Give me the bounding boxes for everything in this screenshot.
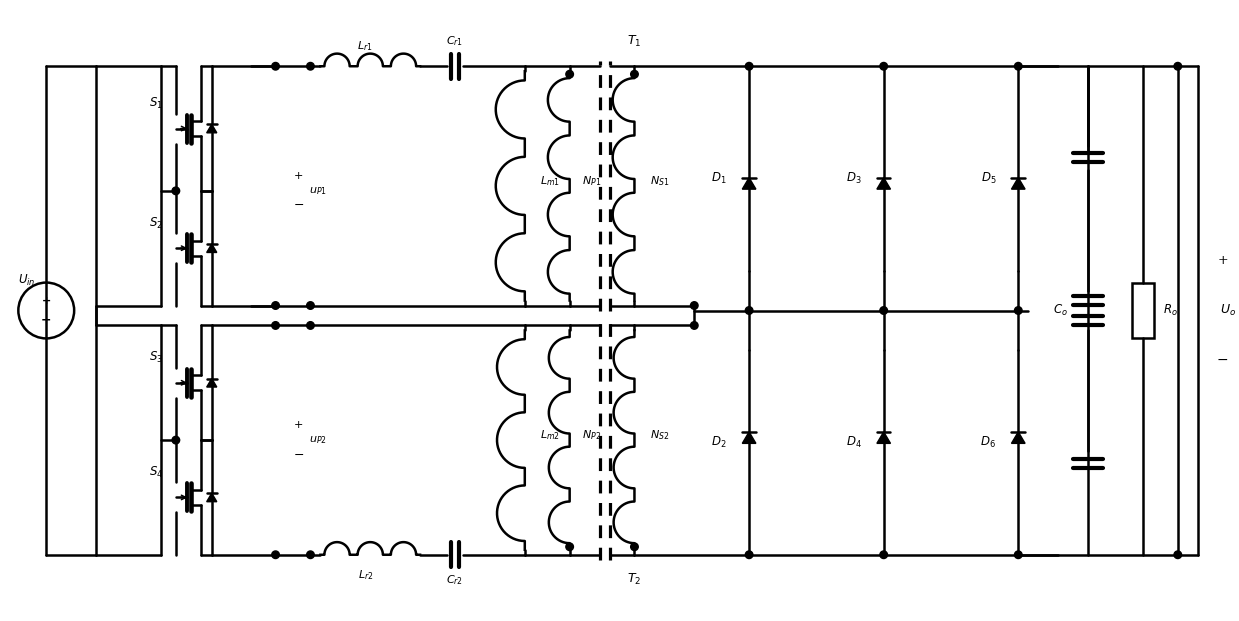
- Text: $S_4$: $S_4$: [149, 465, 164, 480]
- Circle shape: [880, 63, 887, 70]
- Text: $L_{r1}$: $L_{r1}$: [358, 39, 373, 53]
- Text: $S_2$: $S_2$: [149, 215, 162, 231]
- Circle shape: [631, 70, 638, 78]
- Circle shape: [1175, 551, 1182, 558]
- Circle shape: [307, 551, 315, 558]
- Text: $R_o$: $R_o$: [1163, 303, 1178, 318]
- Bar: [1132, 283, 1154, 338]
- Circle shape: [880, 307, 887, 314]
- Text: $U_{in}$: $U_{in}$: [17, 273, 35, 288]
- Polygon shape: [207, 124, 217, 133]
- Circle shape: [880, 551, 887, 558]
- Text: $D_2$: $D_2$: [711, 435, 727, 450]
- Circle shape: [271, 551, 279, 558]
- Text: +: +: [42, 296, 51, 306]
- Text: −: −: [1217, 353, 1229, 368]
- Text: $u_{P1}$: $u_{P1}$: [310, 185, 327, 197]
- Text: −: −: [294, 199, 304, 212]
- Circle shape: [307, 322, 315, 329]
- Polygon shape: [877, 432, 891, 443]
- Text: $C_{r2}$: $C_{r2}$: [446, 573, 463, 587]
- Circle shape: [566, 543, 574, 551]
- Circle shape: [271, 322, 279, 329]
- Circle shape: [746, 307, 753, 314]
- Circle shape: [271, 63, 279, 70]
- Polygon shape: [742, 432, 756, 443]
- Circle shape: [172, 437, 180, 444]
- Circle shape: [746, 63, 753, 70]
- Circle shape: [690, 302, 698, 309]
- Polygon shape: [1011, 178, 1025, 189]
- Text: $C_o$: $C_o$: [1053, 303, 1068, 318]
- Polygon shape: [742, 178, 756, 189]
- Circle shape: [1175, 63, 1182, 70]
- Text: $S_3$: $S_3$: [149, 350, 162, 365]
- Circle shape: [566, 70, 574, 78]
- Text: $N_{S1}$: $N_{S1}$: [649, 174, 669, 188]
- Circle shape: [631, 543, 638, 551]
- Circle shape: [307, 302, 315, 309]
- Text: $N_{S2}$: $N_{S2}$: [649, 428, 669, 442]
- Text: −: −: [294, 448, 304, 461]
- Polygon shape: [1011, 432, 1025, 443]
- Text: $C_{r1}$: $C_{r1}$: [446, 34, 463, 48]
- Circle shape: [1015, 307, 1022, 314]
- Text: $L_{m2}$: $L_{m2}$: [540, 428, 560, 442]
- Text: $N_{P2}$: $N_{P2}$: [582, 428, 601, 442]
- Text: $D_4$: $D_4$: [846, 435, 861, 450]
- Circle shape: [690, 322, 698, 329]
- Text: +: +: [294, 420, 304, 430]
- Text: $T_2$: $T_2$: [627, 572, 642, 587]
- Text: $S_1$: $S_1$: [149, 96, 162, 111]
- Text: $D_5$: $D_5$: [980, 171, 996, 186]
- Text: −: −: [41, 314, 52, 327]
- Polygon shape: [207, 379, 217, 387]
- Polygon shape: [207, 493, 217, 502]
- Text: $D_3$: $D_3$: [846, 171, 861, 186]
- Text: $L_{m1}$: $L_{m1}$: [540, 174, 560, 188]
- Text: +: +: [1218, 254, 1228, 267]
- Text: $N_{P1}$: $N_{P1}$: [582, 174, 601, 188]
- Circle shape: [271, 302, 279, 309]
- Circle shape: [1015, 551, 1022, 558]
- Polygon shape: [207, 244, 217, 253]
- Text: +: +: [294, 171, 304, 181]
- Circle shape: [1015, 63, 1022, 70]
- Text: $U_o$: $U_o$: [1219, 303, 1235, 318]
- Circle shape: [746, 551, 753, 558]
- Text: $u_{P2}$: $u_{P2}$: [310, 434, 327, 446]
- Text: $D_1$: $D_1$: [711, 171, 727, 186]
- Text: $T_1$: $T_1$: [627, 34, 642, 49]
- Circle shape: [172, 187, 180, 194]
- Text: $D_6$: $D_6$: [980, 435, 996, 450]
- Polygon shape: [877, 178, 891, 189]
- Circle shape: [307, 63, 315, 70]
- Text: $L_{r2}$: $L_{r2}$: [358, 568, 373, 582]
